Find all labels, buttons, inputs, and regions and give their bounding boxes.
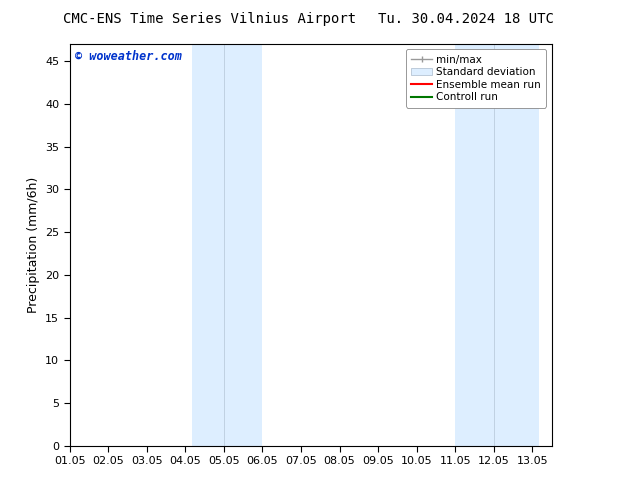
Bar: [192, 44, 262, 446]
Text: CMC-ENS Time Series Vilnius Airport: CMC-ENS Time Series Vilnius Airport: [63, 12, 356, 26]
Bar: [455, 44, 539, 446]
Y-axis label: Precipitation (mm/6h): Precipitation (mm/6h): [27, 177, 40, 313]
Text: © woweather.com: © woweather.com: [75, 50, 181, 63]
Text: Tu. 30.04.2024 18 UTC: Tu. 30.04.2024 18 UTC: [378, 12, 554, 26]
Legend: min/max, Standard deviation, Ensemble mean run, Controll run: min/max, Standard deviation, Ensemble me…: [406, 49, 547, 107]
